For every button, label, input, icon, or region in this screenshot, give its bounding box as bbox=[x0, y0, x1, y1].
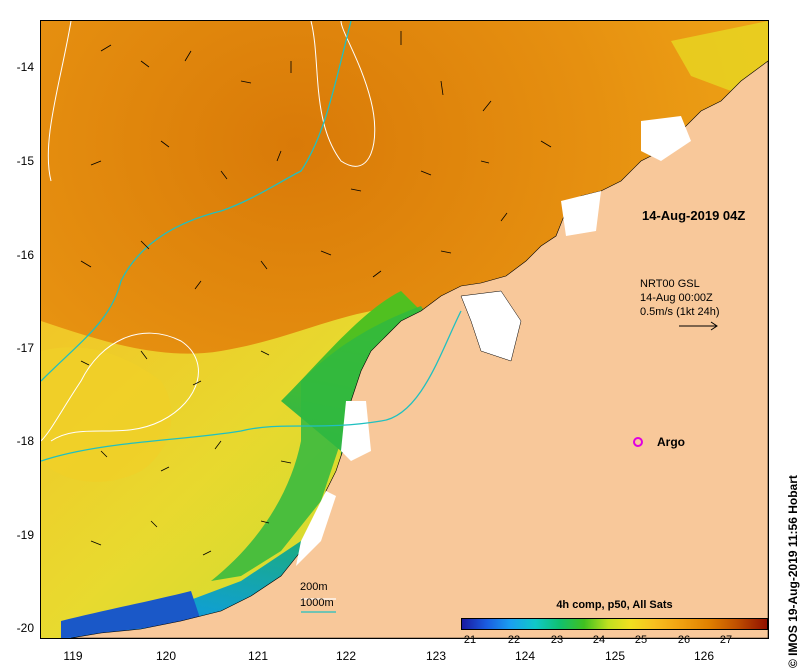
lat-label-19: -19 bbox=[16, 528, 34, 542]
contour-1000m bbox=[41, 21, 462, 462]
contour-1000m-label: 1000m bbox=[300, 597, 334, 609]
coastal-green-strip bbox=[211, 306, 431, 581]
west-yellow-patch bbox=[41, 347, 172, 482]
colorbar-title: 4h comp, p50, All Sats bbox=[556, 599, 673, 611]
coast-nodata-5 bbox=[561, 191, 601, 236]
contour-200m bbox=[41, 21, 376, 442]
sst-map-canvas bbox=[41, 21, 768, 638]
colorbar-tick-26: 26 bbox=[677, 634, 691, 646]
argo-label: Argo bbox=[657, 435, 685, 449]
lon-label-122: 122 bbox=[335, 649, 357, 663]
lon-label-120: 120 bbox=[155, 649, 177, 663]
lat-label-20: -20 bbox=[16, 621, 34, 635]
current-legend-line2: 14-Aug 00:00Z bbox=[640, 292, 713, 304]
current-scale-arrow bbox=[679, 321, 718, 331]
coast-nodata-4 bbox=[641, 116, 691, 161]
lon-label-124: 124 bbox=[514, 649, 536, 663]
contour-200m-label: 200m bbox=[300, 581, 328, 593]
current-arrows bbox=[80, 31, 552, 556]
current-legend-line1: NRT00 GSL bbox=[640, 278, 700, 290]
copyright-notice: © IMOS 19-Aug-2019 11:56 Hobart bbox=[786, 475, 800, 668]
lon-label-119: 119 bbox=[63, 649, 83, 663]
lat-label-14: -14 bbox=[16, 60, 34, 74]
run-title: 14-Aug-2019 04Z bbox=[642, 208, 746, 223]
colorbar-tick-23: 23 bbox=[550, 634, 564, 646]
colorbar-tick-27: 27 bbox=[719, 634, 733, 646]
lon-label-126: 126 bbox=[693, 649, 715, 663]
lon-label-125: 125 bbox=[604, 649, 626, 663]
colorbar-tick-21: 21 bbox=[463, 634, 477, 646]
lat-label-18: -18 bbox=[16, 434, 34, 448]
lat-label-15: -15 bbox=[16, 154, 34, 168]
argo-marker bbox=[633, 437, 643, 447]
coast-nodata bbox=[341, 401, 371, 461]
colorbar-tick-22: 22 bbox=[507, 634, 521, 646]
current-legend-line3: 0.5m/s (1kt 24h) bbox=[640, 306, 720, 318]
colorbar-tick-24: 24 bbox=[592, 634, 606, 646]
sst-map bbox=[40, 20, 769, 639]
lon-label-121: 121 bbox=[247, 649, 269, 663]
coast-nodata-2 bbox=[296, 491, 336, 566]
lat-label-16: -16 bbox=[16, 248, 34, 262]
coast-nodata-3 bbox=[460, 290, 522, 362]
blue-tip bbox=[61, 591, 201, 638]
northeast-yellow bbox=[671, 21, 768, 91]
colorbar-tick-25: 25 bbox=[634, 634, 648, 646]
sst-colorbar bbox=[461, 618, 768, 630]
lat-label-17: -17 bbox=[16, 341, 34, 355]
lon-label-123: 123 bbox=[425, 649, 447, 663]
